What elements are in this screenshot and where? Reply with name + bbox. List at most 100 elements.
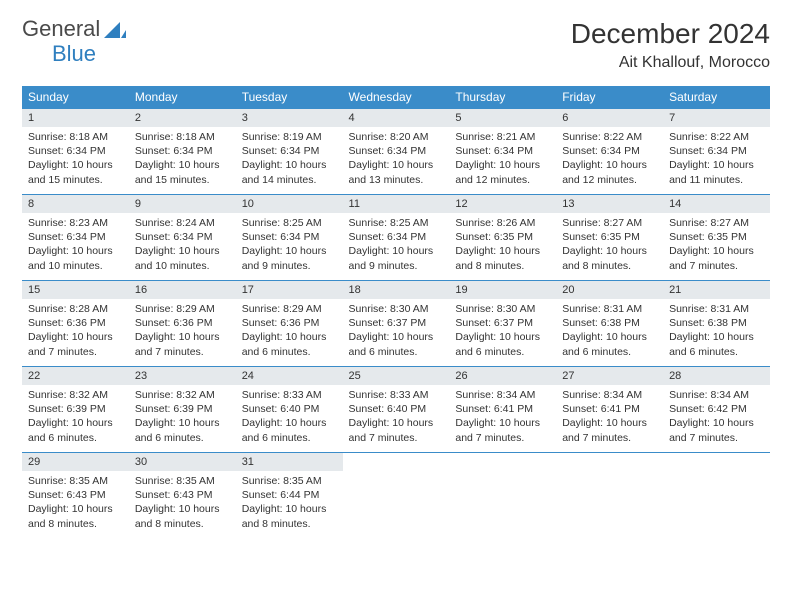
daylight-line-2: and 6 minutes.: [242, 345, 337, 359]
day-details: Sunrise: 8:33 AMSunset: 6:40 PMDaylight:…: [343, 385, 450, 451]
sunset: Sunset: 6:36 PM: [135, 316, 230, 330]
daylight-line-2: and 7 minutes.: [135, 345, 230, 359]
day-number: 10: [236, 195, 343, 213]
weekday-header-row: SundayMondayTuesdayWednesdayThursdayFrid…: [22, 86, 770, 109]
sunset: Sunset: 6:36 PM: [242, 316, 337, 330]
daylight-line-2: and 6 minutes.: [242, 431, 337, 445]
day-number: 7: [663, 109, 770, 127]
day-number: 6: [556, 109, 663, 127]
daylight-line-1: Daylight: 10 hours: [669, 158, 764, 172]
calendar-cell: 2Sunrise: 8:18 AMSunset: 6:34 PMDaylight…: [129, 109, 236, 195]
sunrise: Sunrise: 8:19 AM: [242, 130, 337, 144]
daylight-line-1: Daylight: 10 hours: [455, 158, 550, 172]
sunset: Sunset: 6:41 PM: [455, 402, 550, 416]
daylight-line-1: Daylight: 10 hours: [455, 330, 550, 344]
daylight-line-2: and 8 minutes.: [562, 259, 657, 273]
calendar-cell: 25Sunrise: 8:33 AMSunset: 6:40 PMDayligh…: [343, 367, 450, 453]
day-number: 9: [129, 195, 236, 213]
day-details: Sunrise: 8:32 AMSunset: 6:39 PMDaylight:…: [22, 385, 129, 451]
daylight-line-1: Daylight: 10 hours: [562, 158, 657, 172]
daylight-line-2: and 9 minutes.: [349, 259, 444, 273]
day-number: 13: [556, 195, 663, 213]
daylight-line-1: Daylight: 10 hours: [669, 416, 764, 430]
sunset: Sunset: 6:34 PM: [242, 230, 337, 244]
calendar-cell: 28Sunrise: 8:34 AMSunset: 6:42 PMDayligh…: [663, 367, 770, 453]
weekday-header: Tuesday: [236, 86, 343, 109]
day-details: Sunrise: 8:30 AMSunset: 6:37 PMDaylight:…: [449, 299, 556, 365]
daylight-line-1: Daylight: 10 hours: [349, 416, 444, 430]
day-details: Sunrise: 8:25 AMSunset: 6:34 PMDaylight:…: [236, 213, 343, 279]
calendar-cell: 15Sunrise: 8:28 AMSunset: 6:36 PMDayligh…: [22, 281, 129, 367]
page: General Blue December 2024 Ait Khallouf,…: [0, 0, 792, 557]
sunrise: Sunrise: 8:32 AM: [28, 388, 123, 402]
brand-logo: General Blue: [22, 18, 126, 66]
day-details: Sunrise: 8:34 AMSunset: 6:41 PMDaylight:…: [556, 385, 663, 451]
day-details: Sunrise: 8:25 AMSunset: 6:34 PMDaylight:…: [343, 213, 450, 279]
day-number: 27: [556, 367, 663, 385]
daylight-line-2: and 7 minutes.: [349, 431, 444, 445]
sunrise: Sunrise: 8:18 AM: [28, 130, 123, 144]
sunset: Sunset: 6:43 PM: [135, 488, 230, 502]
sunrise: Sunrise: 8:32 AM: [135, 388, 230, 402]
calendar-cell: 18Sunrise: 8:30 AMSunset: 6:37 PMDayligh…: [343, 281, 450, 367]
sunset: Sunset: 6:39 PM: [28, 402, 123, 416]
calendar-cell: 23Sunrise: 8:32 AMSunset: 6:39 PMDayligh…: [129, 367, 236, 453]
sunset: Sunset: 6:34 PM: [455, 144, 550, 158]
sunset: Sunset: 6:36 PM: [28, 316, 123, 330]
calendar-cell: 24Sunrise: 8:33 AMSunset: 6:40 PMDayligh…: [236, 367, 343, 453]
weekday-header: Friday: [556, 86, 663, 109]
day-details: Sunrise: 8:18 AMSunset: 6:34 PMDaylight:…: [22, 127, 129, 193]
day-number: 21: [663, 281, 770, 299]
calendar-cell: 9Sunrise: 8:24 AMSunset: 6:34 PMDaylight…: [129, 195, 236, 281]
calendar-cell: 17Sunrise: 8:29 AMSunset: 6:36 PMDayligh…: [236, 281, 343, 367]
day-number: 19: [449, 281, 556, 299]
daylight-line-2: and 6 minutes.: [669, 345, 764, 359]
calendar-cell: 20Sunrise: 8:31 AMSunset: 6:38 PMDayligh…: [556, 281, 663, 367]
sunset: Sunset: 6:42 PM: [669, 402, 764, 416]
daylight-line-1: Daylight: 10 hours: [455, 244, 550, 258]
day-details: Sunrise: 8:34 AMSunset: 6:41 PMDaylight:…: [449, 385, 556, 451]
day-details: Sunrise: 8:23 AMSunset: 6:34 PMDaylight:…: [22, 213, 129, 279]
daylight-line-2: and 9 minutes.: [242, 259, 337, 273]
day-number: 28: [663, 367, 770, 385]
day-number: 29: [22, 453, 129, 471]
sunset: Sunset: 6:40 PM: [349, 402, 444, 416]
day-details: Sunrise: 8:35 AMSunset: 6:44 PMDaylight:…: [236, 471, 343, 537]
day-number: 14: [663, 195, 770, 213]
sunset: Sunset: 6:37 PM: [349, 316, 444, 330]
logo-sail-icon: [104, 20, 126, 43]
day-details: Sunrise: 8:32 AMSunset: 6:39 PMDaylight:…: [129, 385, 236, 451]
calendar-cell: 4Sunrise: 8:20 AMSunset: 6:34 PMDaylight…: [343, 109, 450, 195]
sunrise: Sunrise: 8:33 AM: [242, 388, 337, 402]
daylight-line-1: Daylight: 10 hours: [242, 244, 337, 258]
sunrise: Sunrise: 8:33 AM: [349, 388, 444, 402]
daylight-line-2: and 8 minutes.: [455, 259, 550, 273]
weekday-header: Saturday: [663, 86, 770, 109]
day-details: Sunrise: 8:20 AMSunset: 6:34 PMDaylight:…: [343, 127, 450, 193]
day-number: 16: [129, 281, 236, 299]
day-details: Sunrise: 8:27 AMSunset: 6:35 PMDaylight:…: [663, 213, 770, 279]
calendar-table: SundayMondayTuesdayWednesdayThursdayFrid…: [22, 86, 770, 539]
calendar-cell: [556, 453, 663, 539]
daylight-line-1: Daylight: 10 hours: [28, 330, 123, 344]
calendar-cell: 27Sunrise: 8:34 AMSunset: 6:41 PMDayligh…: [556, 367, 663, 453]
calendar-cell: 30Sunrise: 8:35 AMSunset: 6:43 PMDayligh…: [129, 453, 236, 539]
daylight-line-2: and 6 minutes.: [455, 345, 550, 359]
day-number: 11: [343, 195, 450, 213]
sunset: Sunset: 6:34 PM: [135, 230, 230, 244]
calendar-week: 22Sunrise: 8:32 AMSunset: 6:39 PMDayligh…: [22, 367, 770, 453]
daylight-line-2: and 6 minutes.: [562, 345, 657, 359]
calendar-cell: 10Sunrise: 8:25 AMSunset: 6:34 PMDayligh…: [236, 195, 343, 281]
sunrise: Sunrise: 8:30 AM: [455, 302, 550, 316]
sunset: Sunset: 6:35 PM: [455, 230, 550, 244]
sunset: Sunset: 6:44 PM: [242, 488, 337, 502]
sunrise: Sunrise: 8:25 AM: [242, 216, 337, 230]
sunrise: Sunrise: 8:23 AM: [28, 216, 123, 230]
brand-name-2: Blue: [52, 41, 96, 66]
day-details: Sunrise: 8:19 AMSunset: 6:34 PMDaylight:…: [236, 127, 343, 193]
daylight-line-2: and 11 minutes.: [669, 173, 764, 187]
sunset: Sunset: 6:37 PM: [455, 316, 550, 330]
day-details: Sunrise: 8:26 AMSunset: 6:35 PMDaylight:…: [449, 213, 556, 279]
day-number: 15: [22, 281, 129, 299]
calendar-cell: [663, 453, 770, 539]
